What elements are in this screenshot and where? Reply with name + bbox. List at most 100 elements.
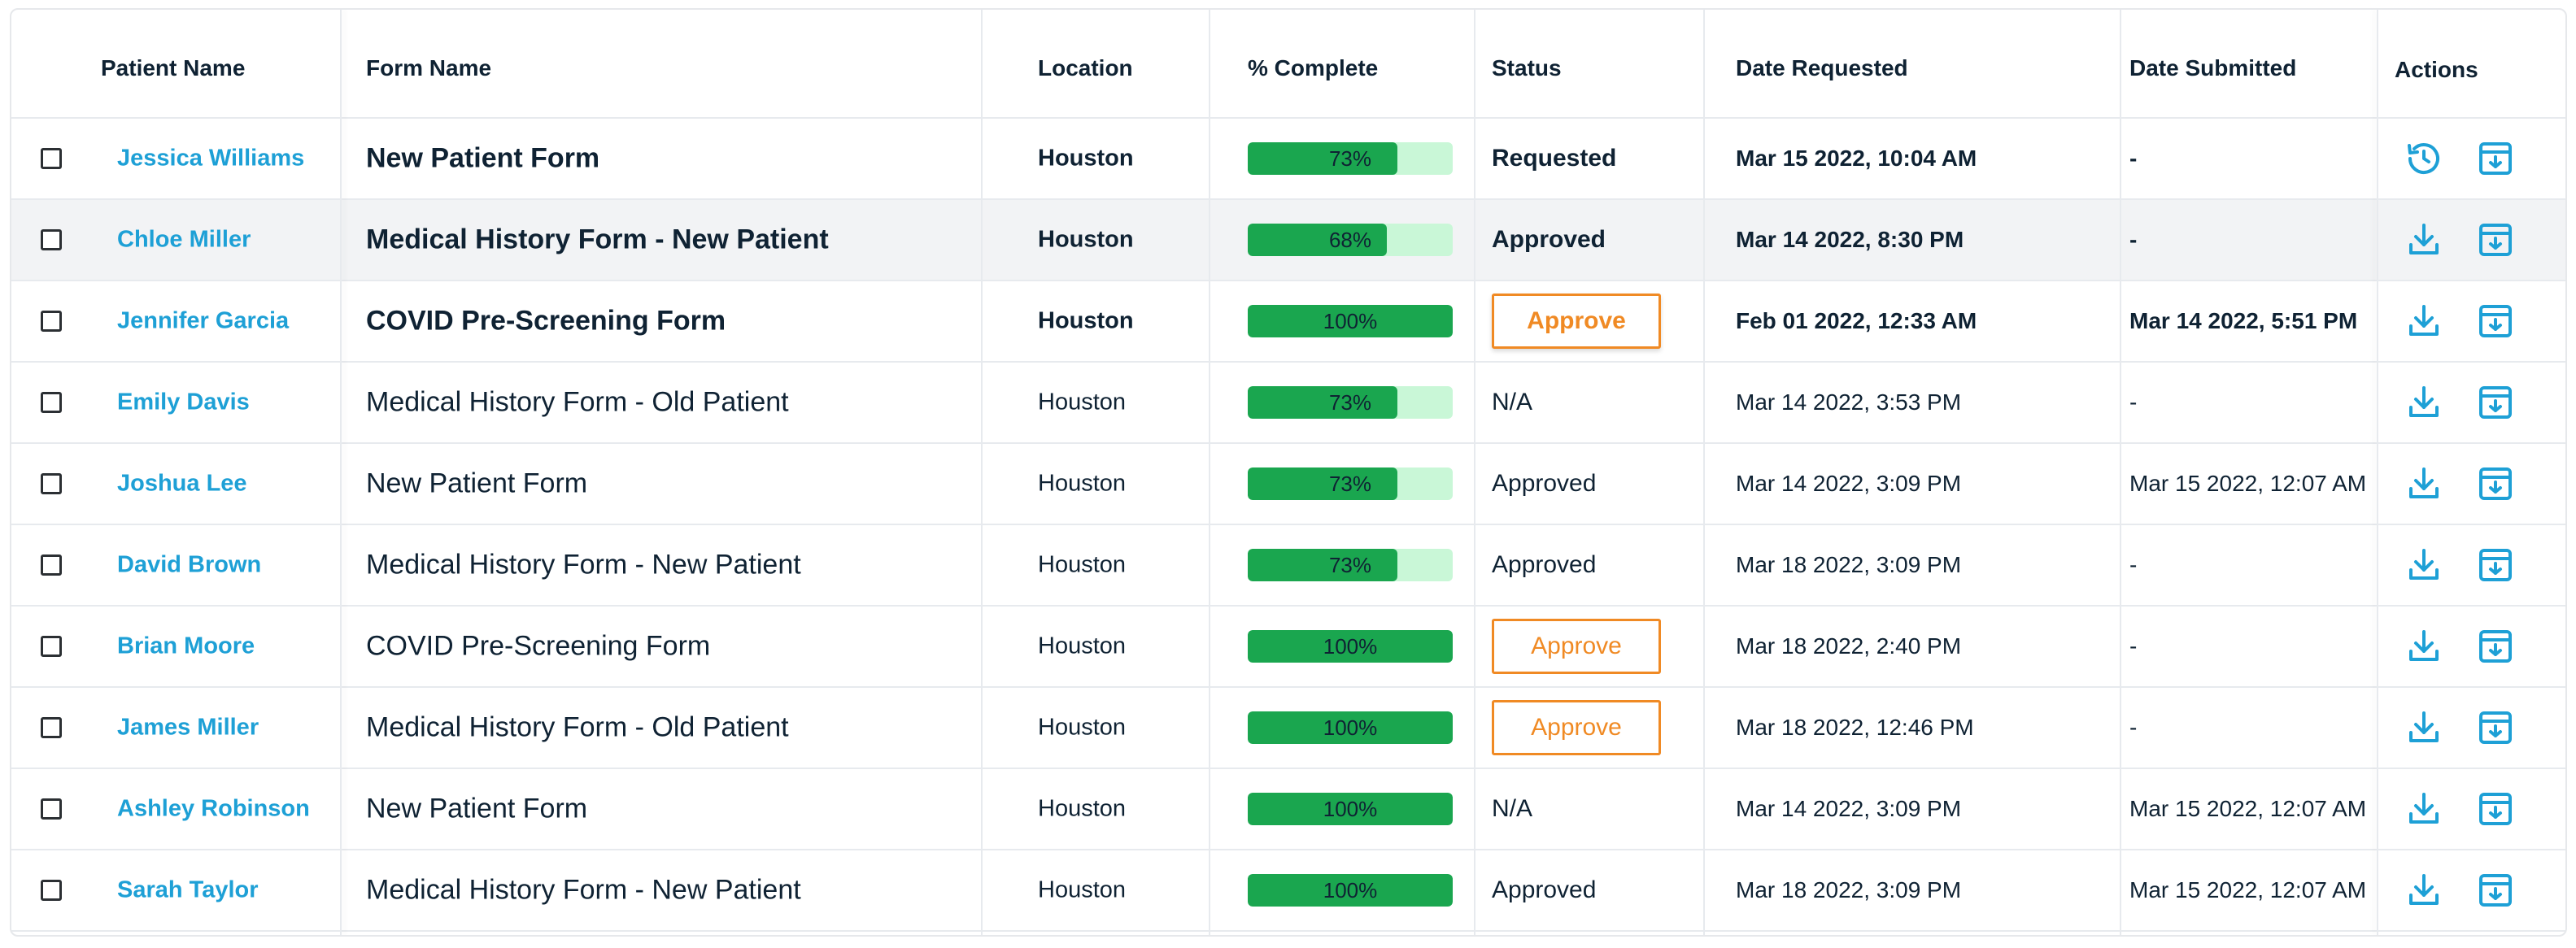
row-checkbox[interactable] xyxy=(41,311,62,332)
archive-download-icon[interactable] xyxy=(2476,789,2515,828)
progress-bar: 68% xyxy=(1248,224,1453,256)
patient-name-link[interactable]: Joshua Lee xyxy=(117,470,247,497)
header-date-submitted[interactable]: Date Submitted xyxy=(2129,55,2297,80)
patient-name-link[interactable]: Ashley Robinson xyxy=(117,795,310,822)
form-name: Medical History Form - New Patient xyxy=(366,224,829,255)
progress-bar-fill xyxy=(1248,467,1397,500)
header-patient-name[interactable]: Patient Name xyxy=(101,55,246,80)
progress-bar: 73% xyxy=(1248,386,1453,419)
header-date-requested[interactable]: Date Requested xyxy=(1736,55,1908,80)
table-row[interactable]: Sarah Taylor Medical History Form - New P… xyxy=(11,850,2565,932)
column-divider xyxy=(1474,10,1475,935)
form-name: COVID Pre-Screening Form xyxy=(366,305,726,337)
date-submitted: Mar 15 2022, 12:07 AM xyxy=(2129,796,2367,821)
patient-name-link[interactable]: David Brown xyxy=(117,551,262,578)
status-text: Approved xyxy=(1492,226,1606,253)
form-name: New Patient Form xyxy=(366,142,600,174)
date-submitted: - xyxy=(2129,633,2138,659)
header-form-name[interactable]: Form Name xyxy=(366,55,492,80)
row-checkbox[interactable] xyxy=(41,717,62,738)
table-row[interactable]: Emily Davis Medical History Form - Old Pa… xyxy=(11,363,2565,444)
table-row[interactable]: Jessica Williams New Patient Form Houston 7… xyxy=(11,119,2565,200)
archive-download-icon[interactable] xyxy=(2476,220,2515,259)
approve-button[interactable]: Approve xyxy=(1492,619,1661,674)
archive-download-icon[interactable] xyxy=(2476,464,2515,503)
patient-name-link[interactable]: Jennifer Garcia xyxy=(117,307,290,334)
archive-download-icon[interactable] xyxy=(2476,383,2515,422)
progress-bar: 100% xyxy=(1248,305,1453,337)
download-icon[interactable] xyxy=(2404,383,2443,422)
patient-name-link[interactable]: Emily Davis xyxy=(117,389,250,415)
progress-bar: 73% xyxy=(1248,549,1453,581)
table-row[interactable]: David Brown Medical History Form - New Pa… xyxy=(11,525,2565,607)
column-divider xyxy=(2377,10,2378,935)
download-icon[interactable] xyxy=(2404,464,2443,503)
form-name: COVID Pre-Screening Form xyxy=(366,630,711,662)
header-location[interactable]: Location xyxy=(1038,55,1133,80)
status-text: Approved xyxy=(1492,551,1597,578)
progress-bar: 100% xyxy=(1248,874,1453,907)
archive-download-icon[interactable] xyxy=(2476,871,2515,910)
header-status[interactable]: Status xyxy=(1492,55,1562,80)
archive-download-icon[interactable] xyxy=(2476,627,2515,666)
column-divider xyxy=(981,10,983,935)
table-row[interactable]: Chloe Miller Medical History Form - New P… xyxy=(11,200,2565,281)
location: Houston xyxy=(1038,470,1127,497)
table-row[interactable]: Ashley Robinson New Patient Form Houston 10… xyxy=(11,769,2565,850)
row-checkbox[interactable] xyxy=(41,554,62,576)
download-icon[interactable] xyxy=(2404,871,2443,910)
date-submitted: - xyxy=(2129,552,2138,577)
progress-bar: 100% xyxy=(1248,630,1453,663)
download-icon[interactable] xyxy=(2404,220,2443,259)
download-icon[interactable] xyxy=(2404,302,2443,341)
location: Houston xyxy=(1038,389,1127,415)
archive-download-icon[interactable] xyxy=(2476,708,2515,747)
date-submitted: Mar 15 2022, 12:07 AM xyxy=(2129,877,2367,902)
patient-name-link[interactable]: Sarah Taylor xyxy=(117,876,259,903)
progress-label: 73% xyxy=(1328,146,1372,171)
table-row[interactable]: Jennifer Garcia COVID Pre-Screening Form H… xyxy=(11,281,2565,363)
progress-bar: 100% xyxy=(1248,711,1453,744)
progress-label: 100% xyxy=(1323,633,1378,659)
patient-name-link[interactable]: Brian Moore xyxy=(117,633,255,659)
row-checkbox[interactable] xyxy=(41,148,62,169)
table-row[interactable]: Brian Moore COVID Pre-Screening Form Houst… xyxy=(11,607,2565,688)
progress-bar: 73% xyxy=(1248,142,1453,175)
patient-name-link[interactable]: Chloe Miller xyxy=(117,226,251,253)
table-row[interactable]: James Miller Medical History Form - Old P… xyxy=(11,688,2565,769)
progress-bar-fill xyxy=(1248,874,1453,907)
download-icon[interactable] xyxy=(2404,627,2443,666)
patient-name-link[interactable]: Jessica Williams xyxy=(117,145,305,172)
form-name: Medical History Form - New Patient xyxy=(366,874,801,906)
header-percent-complete[interactable]: % Complete xyxy=(1248,55,1379,80)
row-checkbox[interactable] xyxy=(41,798,62,820)
status-text: Approved xyxy=(1492,876,1597,903)
location: Houston xyxy=(1038,307,1134,334)
row-checkbox[interactable] xyxy=(41,392,62,413)
approve-button[interactable]: Approve xyxy=(1492,700,1661,755)
download-icon[interactable] xyxy=(2404,708,2443,747)
location: Houston xyxy=(1038,714,1127,741)
archive-download-icon[interactable] xyxy=(2476,302,2515,341)
archive-download-icon[interactable] xyxy=(2476,139,2515,178)
date-requested: Feb 01 2022, 12:33 AM xyxy=(1736,308,1977,333)
approve-button[interactable]: Approve xyxy=(1492,294,1661,349)
status-text: N/A xyxy=(1492,389,1533,415)
download-icon[interactable] xyxy=(2404,789,2443,828)
row-checkbox[interactable] xyxy=(41,229,62,250)
status-text: Approved xyxy=(1492,470,1597,497)
download-icon[interactable] xyxy=(2404,546,2443,585)
row-checkbox[interactable] xyxy=(41,473,62,494)
patient-name-link[interactable]: James Miller xyxy=(117,714,259,741)
table-row[interactable]: Joshua Lee New Patient Form Houston 73% Appr… xyxy=(11,444,2565,525)
row-checkbox[interactable] xyxy=(41,880,62,901)
status-text: Requested xyxy=(1492,145,1617,172)
date-requested: Mar 18 2022, 12:46 PM xyxy=(1736,715,1974,740)
progress-label: 100% xyxy=(1323,308,1378,333)
row-checkbox[interactable] xyxy=(41,636,62,657)
archive-download-icon[interactable] xyxy=(2476,546,2515,585)
location: Houston xyxy=(1038,876,1127,903)
history-icon[interactable] xyxy=(2404,139,2443,178)
date-requested: Mar 14 2022, 3:09 PM xyxy=(1736,471,1962,496)
progress-bar-fill xyxy=(1248,386,1397,419)
